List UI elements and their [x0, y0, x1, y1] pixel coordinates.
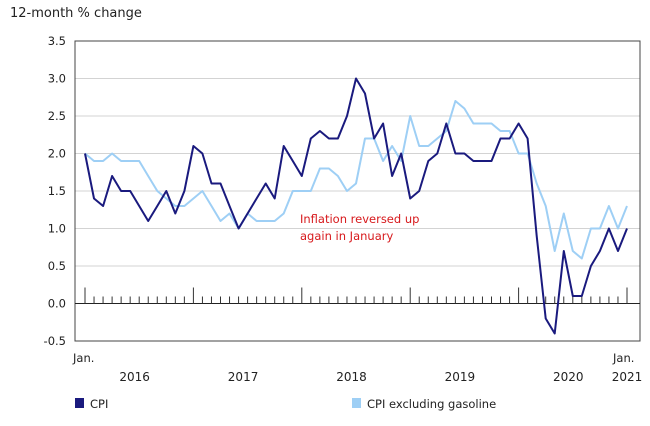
y-tick-labels: 3.5 3.0 2.5 2.0 1.5 1.0 0.5 0.0 -0.5 [44, 34, 66, 348]
year-label: 2018 [336, 370, 367, 384]
legend-swatch-cpi [75, 398, 84, 408]
year-label: 2016 [119, 370, 150, 384]
x-end-label: Jan. [612, 351, 634, 365]
cpi-excluding-gasoline-line [84, 100, 628, 260]
series-lines [84, 77, 628, 335]
annotation-line-2: again in January [300, 229, 393, 243]
year-label: 2020 [553, 370, 584, 384]
y-tick-label: 2.0 [48, 147, 66, 161]
y-tick-label: -0.5 [44, 334, 66, 348]
y-tick-label: 2.5 [48, 109, 66, 123]
y-tick-label: 1.0 [48, 222, 66, 236]
legend-swatch-cpi-excluding-gasoline [352, 398, 361, 408]
gridlines [75, 78, 640, 267]
year-label: 2017 [228, 370, 259, 384]
y-tick-label: 3.0 [48, 72, 66, 86]
year-label: 2019 [445, 370, 476, 384]
y-tick-label: 0.0 [48, 297, 66, 311]
legend: CPI CPI excluding gasoline [75, 397, 496, 411]
y-tick-label: 3.5 [48, 34, 66, 48]
legend-label-cpi-excluding-gasoline: CPI excluding gasoline [367, 397, 496, 411]
y-tick-label: 0.5 [48, 259, 66, 273]
legend-label-cpi: CPI [90, 397, 108, 411]
y-axis-title: 12-month % change [10, 6, 142, 21]
x-tick-marks [84, 287, 628, 304]
x-start-label: Jan. [72, 351, 94, 365]
year-label: 2021 [612, 370, 643, 384]
plot-frame [74, 40, 641, 342]
cpi-line [84, 77, 628, 335]
annotation-line-1: Inflation reversed up [300, 212, 419, 226]
y-tick-label: 1.5 [48, 184, 66, 198]
year-labels: 2016 2017 2018 2019 2020 2021 [119, 370, 642, 384]
